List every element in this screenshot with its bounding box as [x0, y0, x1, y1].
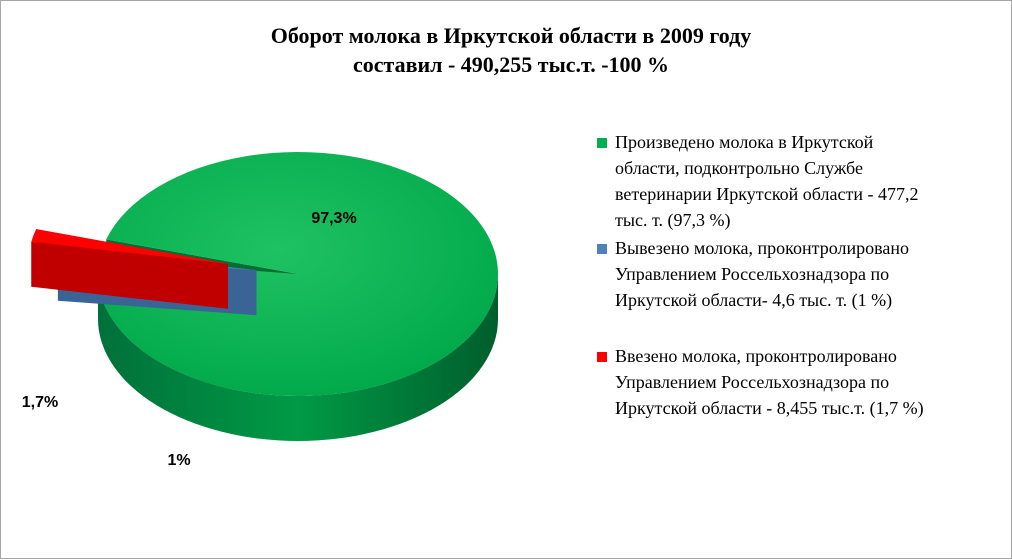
legend-swatch	[597, 352, 607, 362]
pie-slice-rim	[98, 274, 498, 441]
legend-label: Вывезено молока, проконтролировано Управ…	[615, 238, 909, 310]
chart-title: Оборот молока в Иркутской области в 2009…	[151, 21, 871, 79]
pie-slice-top	[31, 229, 228, 264]
chart-title-line: Оборот молока в Иркутской области в 2009…	[270, 23, 752, 48]
legend-swatch	[597, 138, 607, 148]
pie-slice-3	[31, 229, 228, 309]
legend-swatch	[597, 244, 607, 254]
data-label-2: 1%	[167, 452, 190, 469]
data-label-3: 1,7%	[22, 394, 58, 411]
legend-label: Ввезено молока, проконтролировано Управл…	[615, 346, 924, 418]
chart-subtitle-line: составил - 490,255 тыс.т. -100 %	[352, 52, 670, 77]
pie-slice-wall	[36, 229, 228, 309]
legend-label: Произведено молока в Иркутской области, …	[615, 132, 919, 230]
pie-slice-top	[97, 151, 498, 396]
data-label-1: 97,3%	[311, 210, 356, 227]
